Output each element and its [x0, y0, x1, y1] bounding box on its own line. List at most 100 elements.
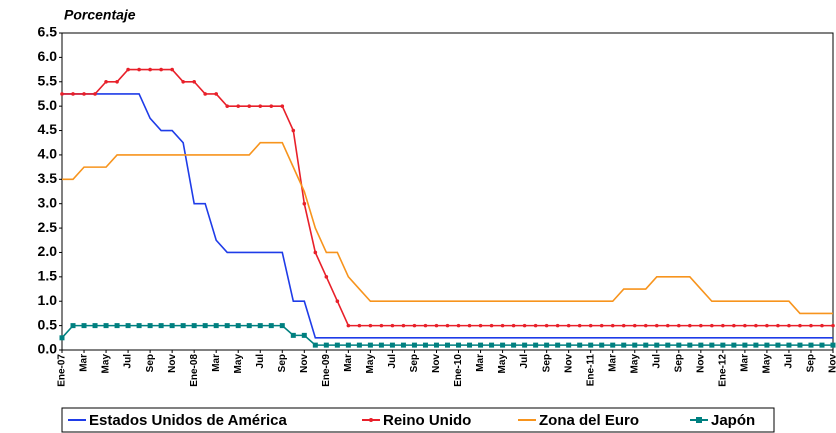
x-tick-label: Mar: [343, 354, 354, 372]
point-marker: [809, 323, 813, 328]
point-marker: [808, 342, 814, 348]
point-marker: [522, 323, 527, 328]
x-tick-label: Jul: [519, 354, 530, 369]
point-marker: [688, 323, 692, 328]
point-marker: [732, 323, 736, 328]
point-marker: [126, 67, 130, 72]
point-marker: [478, 323, 483, 328]
point-marker: [258, 104, 263, 108]
point-marker: [654, 323, 659, 328]
point-marker: [280, 104, 285, 108]
point-marker: [125, 323, 131, 329]
y-tick-label: 3.0: [38, 194, 58, 210]
x-tick-label: Nov: [563, 354, 574, 373]
point-marker: [798, 323, 802, 328]
point-marker: [214, 92, 218, 96]
point-marker: [533, 323, 538, 328]
x-tick-label: Nov: [431, 354, 442, 373]
point-marker: [390, 323, 395, 328]
point-marker: [323, 342, 329, 348]
point-marker: [181, 79, 185, 84]
point-marker: [389, 342, 395, 348]
x-tick-label: Jul: [123, 354, 134, 369]
point-marker: [621, 323, 626, 328]
x-tick-label: May: [629, 354, 640, 374]
point-marker: [224, 323, 230, 329]
point-marker: [776, 323, 780, 328]
point-marker: [500, 323, 505, 328]
point-marker: [60, 92, 64, 96]
y-tick-label: 2.0: [38, 243, 58, 259]
point-marker: [114, 323, 120, 329]
point-marker: [246, 323, 252, 329]
point-marker: [202, 323, 208, 329]
point-marker: [434, 323, 439, 328]
point-marker: [677, 323, 681, 328]
point-marker: [764, 342, 770, 348]
x-tick-label: Sep: [277, 354, 288, 372]
point-marker: [665, 342, 671, 348]
y-tick-label: 6.5: [38, 24, 58, 40]
point-marker: [103, 323, 109, 329]
point-marker: [411, 342, 417, 348]
x-tick-label: Sep: [409, 354, 420, 372]
point-marker: [698, 342, 704, 348]
x-tick-label: Mar: [475, 354, 486, 372]
point-marker: [765, 323, 769, 328]
point-marker: [313, 250, 318, 255]
series-line: [62, 68, 833, 327]
point-marker: [599, 342, 605, 348]
point-marker: [81, 323, 87, 329]
point-marker: [643, 323, 648, 328]
legend-marker: [369, 418, 373, 422]
point-marker: [599, 323, 604, 328]
point-marker: [136, 323, 142, 329]
point-marker: [721, 323, 725, 328]
point-marker: [643, 342, 649, 348]
x-tick-label: Nov: [695, 354, 706, 373]
point-marker: [819, 342, 825, 348]
y-tick-label: 4.5: [38, 121, 58, 137]
x-tick-label: Mar: [79, 354, 90, 372]
point-marker: [269, 104, 274, 108]
point-marker: [676, 342, 682, 348]
point-marker: [687, 342, 693, 348]
point-marker: [710, 323, 714, 328]
point-marker: [70, 323, 76, 329]
x-tick-label: Sep: [145, 354, 156, 372]
point-marker: [577, 323, 582, 328]
point-marker: [478, 342, 484, 348]
x-tick-label: Sep: [541, 354, 552, 372]
x-tick-label: Jul: [651, 354, 662, 369]
point-marker: [665, 323, 670, 328]
point-marker: [555, 342, 561, 348]
point-marker: [170, 67, 174, 72]
point-marker: [290, 332, 296, 338]
point-marker: [423, 323, 428, 328]
point-marker: [148, 67, 152, 72]
x-tick-label: Ene-09: [321, 354, 332, 387]
point-marker: [742, 342, 748, 348]
point-marker: [422, 342, 428, 348]
point-marker: [533, 342, 539, 348]
point-marker: [379, 323, 384, 328]
point-marker: [71, 92, 75, 96]
y-tick-label: 4.0: [38, 146, 58, 162]
point-marker: [544, 323, 549, 328]
x-tick-label: Sep: [806, 354, 817, 372]
point-marker: [334, 342, 340, 348]
point-marker: [709, 342, 715, 348]
x-tick-label: Sep: [673, 354, 684, 372]
point-marker: [820, 323, 824, 328]
point-marker: [467, 323, 472, 328]
point-marker: [621, 342, 627, 348]
point-marker: [610, 323, 615, 328]
point-marker: [786, 342, 792, 348]
point-marker: [489, 323, 494, 328]
point-marker: [831, 323, 835, 328]
series-line: [62, 93, 833, 339]
legend-label: Japón: [711, 412, 755, 429]
point-marker: [378, 342, 384, 348]
x-tick-label: Nov: [299, 354, 310, 373]
legend-label: Zona del Euro: [539, 412, 639, 429]
